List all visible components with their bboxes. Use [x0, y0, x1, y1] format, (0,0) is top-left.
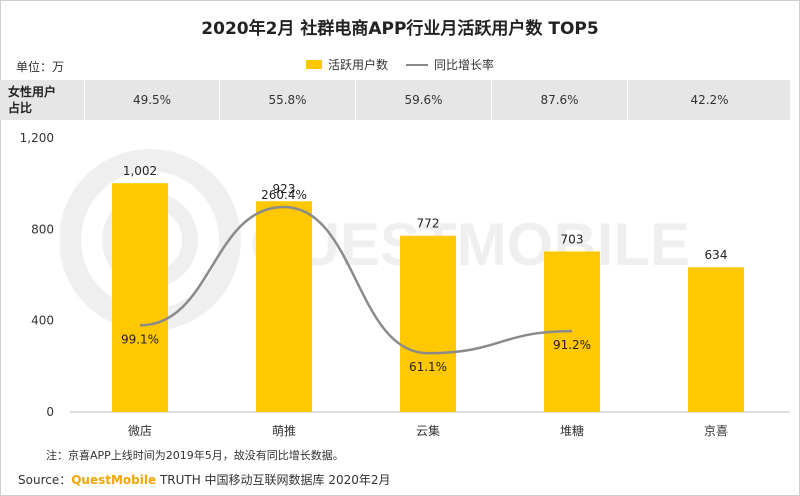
legend-line: 同比增长率 [406, 56, 494, 73]
female-share-label-line2: 占比 [8, 101, 33, 115]
legend-bar-label: 活跃用户数 [328, 58, 389, 72]
x-tick-label: 云集 [416, 423, 440, 438]
bar [256, 201, 312, 412]
female-share-label-line1: 女性用户 [8, 85, 57, 99]
footnote: 注：京喜APP上线时间为2019年5月，故没有同比增长数据。 [46, 449, 344, 462]
source-prefix: Source： [18, 473, 72, 487]
x-tick-label: 堆糖 [560, 423, 584, 438]
female-share-cell: 49.5% [84, 80, 219, 120]
line-value-label: 91.2% [553, 338, 591, 352]
y-tick-label: 1,200 [20, 131, 54, 145]
female-share-cell: 59.6% [355, 80, 491, 120]
legend-bar-swatch [306, 60, 322, 69]
x-tick-label: 微店 [128, 424, 152, 438]
bar-value-label: 703 [561, 232, 584, 246]
bar-value-label: 1,002 [123, 164, 157, 178]
series-line [139, 205, 573, 355]
bar-value-label: 772 [417, 217, 440, 231]
bar-value-label: 634 [705, 248, 728, 262]
y-tick-label: 0 [46, 405, 54, 419]
y-tick-label: 400 [31, 314, 54, 328]
line-value-label: 99.1% [121, 332, 159, 346]
bar-value-label: 923 [273, 182, 296, 196]
line-value-label: 61.1% [409, 360, 447, 374]
bar [400, 235, 456, 412]
line-value-label: 260.4% [261, 188, 307, 202]
source-brand: QuestMobile [71, 473, 157, 487]
female-share-cell: 42.2% [627, 80, 791, 120]
legend-bar: 活跃用户数 [306, 56, 388, 73]
female-share-row [0, 80, 790, 120]
x-tick-label: 萌推 [272, 424, 296, 438]
source-line: Source：QuestMobile TRUTH 中国移动互联网数据库 2020… [18, 471, 391, 488]
bar [688, 267, 744, 412]
female-share-cell: 55.8% [219, 80, 355, 120]
unit-label: 单位：万 [16, 60, 65, 74]
female-share-cell: 87.6% [491, 80, 627, 120]
chart-title: 2020年2月 社群电商APP行业月活跃用户数 TOP5 [201, 19, 599, 39]
source-rest: TRUTH 中国移动互联网数据库 2020年2月 [156, 473, 391, 487]
x-tick-label: 京喜 [704, 424, 728, 438]
y-tick-label: 800 [31, 222, 54, 236]
bar [112, 183, 168, 412]
legend-line-label: 同比增长率 [434, 58, 495, 72]
legend-line-swatch [406, 63, 429, 66]
legend: 活跃用户数 同比增长率 [306, 56, 494, 73]
female-share-label: 女性用户 占比 [8, 84, 78, 116]
